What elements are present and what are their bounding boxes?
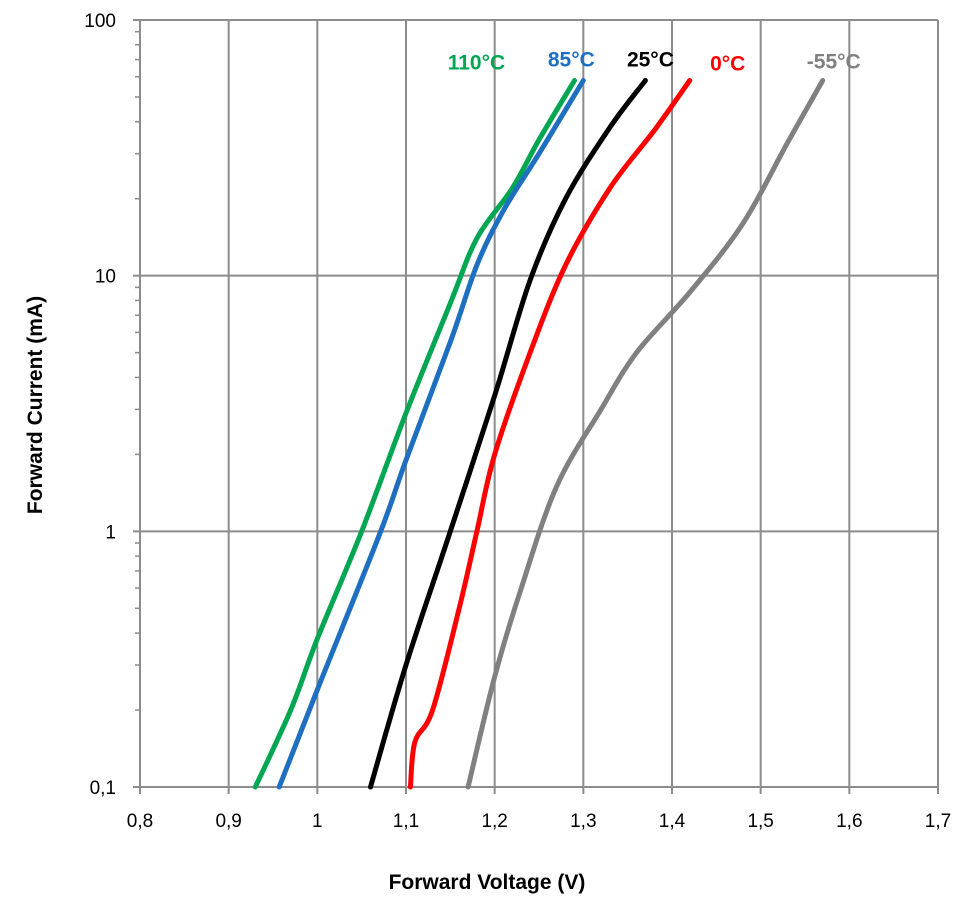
x-tick-label: 1,3 [570, 811, 596, 832]
series-label: 110°C [448, 51, 505, 74]
series-line [368, 78, 648, 790]
x-tick-label: 0,9 [215, 811, 241, 832]
series-line [407, 78, 693, 790]
series-label: 85°C [548, 48, 595, 71]
y-tick-label: 0,1 [90, 778, 116, 799]
x-tick-label: 1,2 [481, 811, 507, 832]
series-line [252, 78, 577, 790]
x-tick-label: 1,1 [393, 811, 419, 832]
x-tick-label: 1,4 [659, 811, 686, 832]
y-tick-label: 10 [95, 267, 116, 288]
x-axis-title: Forward Voltage (V) [389, 871, 586, 894]
y-axis-title: Forward Current (mA) [24, 296, 47, 514]
x-tick-label: 1,5 [747, 811, 773, 832]
series-label: 25°C [627, 48, 674, 71]
series-label: -55°C [807, 50, 861, 73]
series-lines [252, 78, 826, 790]
y-tick-label: 1 [105, 522, 116, 543]
series-labels: 110°C 85°C 25°C 0°C -55°C [448, 48, 861, 75]
tick-labels: 0,8 0,9 1 1,1 1,2 1,3 1,4 1,5 1,6 1,7 0,1 1 10 100 [84, 11, 951, 832]
series-label: 0°C [710, 52, 745, 75]
x-tick-label: 1,6 [836, 811, 862, 832]
series-line [276, 78, 586, 790]
series-line [465, 78, 826, 790]
y-tick-label: 100 [84, 11, 116, 32]
x-tick-label: 0,8 [127, 811, 153, 832]
x-tick-label: 1,7 [925, 811, 951, 832]
x-tick-label: 1 [312, 811, 323, 832]
axes [133, 19, 939, 794]
